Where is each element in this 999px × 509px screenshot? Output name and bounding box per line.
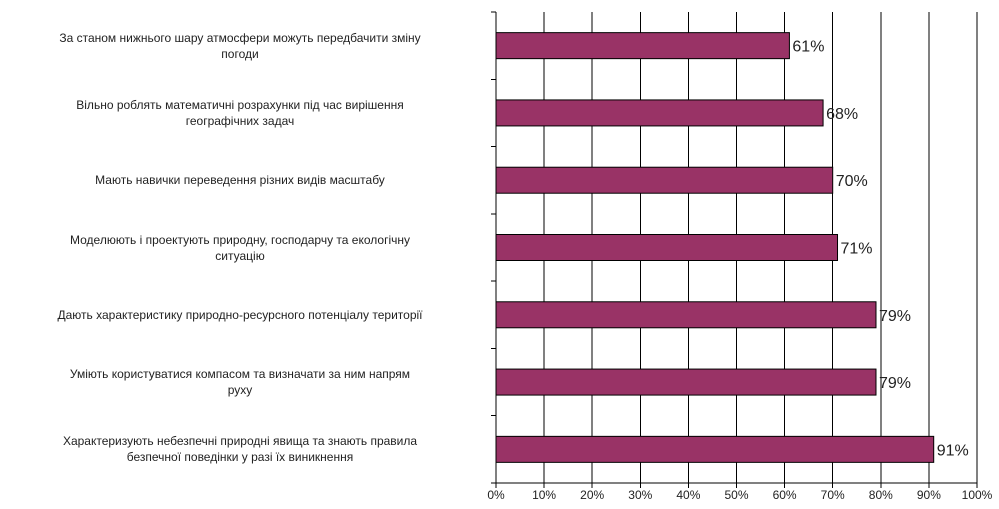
data-label: 68% bbox=[826, 106, 858, 123]
category-label: Уміють користуватися компасом та визнача… bbox=[0, 366, 480, 398]
category-label: Характеризують небезпечні природні явища… bbox=[0, 433, 480, 465]
x-tick-label: 0% bbox=[487, 488, 505, 502]
x-tick-label: 50% bbox=[724, 488, 748, 502]
category-label-line: руху bbox=[227, 383, 253, 398]
category-label-line: Вільно роблять математичні розрахунки пі… bbox=[76, 97, 404, 112]
x-tick-label: 70% bbox=[821, 488, 845, 502]
category-label-line: безпечної поведінки у разі їх виникнення bbox=[126, 450, 354, 465]
category-label-line: Моделюють і проектують природну, господа… bbox=[70, 232, 410, 247]
bar bbox=[495, 234, 839, 261]
category-label-line: Уміють користуватися компасом та визнача… bbox=[69, 367, 411, 382]
bar bbox=[495, 32, 790, 60]
data-label: 71% bbox=[841, 241, 873, 258]
category-label-line: географічних задач bbox=[185, 113, 295, 128]
x-tick-label: 20% bbox=[580, 488, 604, 502]
x-tick-label: 100% bbox=[962, 488, 993, 502]
category-label-line: За станом нижнього шару атмосфери можуть… bbox=[59, 30, 421, 45]
data-label: 79% bbox=[879, 375, 911, 392]
category-label: Вільно роблять математичні розрахунки пі… bbox=[0, 97, 480, 129]
data-label: 61% bbox=[792, 39, 824, 56]
category-label-line: ситуацію bbox=[215, 248, 265, 263]
x-tick-label: 40% bbox=[676, 488, 700, 502]
category-label: За станом нижнього шару атмосфери можуть… bbox=[0, 30, 480, 62]
x-tick-label: 90% bbox=[917, 488, 941, 502]
category-label: Дають характеристику природно-ресурсного… bbox=[0, 307, 480, 323]
bar bbox=[495, 166, 834, 194]
category-label: Мають навички переведення різних видів м… bbox=[0, 172, 480, 188]
x-tick-label: 10% bbox=[532, 488, 556, 502]
bar bbox=[495, 99, 824, 127]
bar bbox=[495, 435, 935, 463]
x-tick-label: 60% bbox=[773, 488, 797, 502]
bar bbox=[495, 301, 877, 329]
category-label-line: погоди bbox=[221, 46, 259, 61]
data-label: 70% bbox=[836, 173, 868, 190]
x-tick-label: 80% bbox=[869, 488, 893, 502]
data-label: 91% bbox=[937, 442, 969, 459]
category-label-line: Характеризують небезпечні природні явища… bbox=[62, 434, 418, 449]
data-label: 79% bbox=[879, 308, 911, 325]
x-tick-label: 30% bbox=[628, 488, 652, 502]
category-label: Моделюють і проектують природну, господа… bbox=[0, 232, 480, 264]
bar bbox=[495, 368, 877, 396]
category-label-line: Мають навички переведення різних видів м… bbox=[95, 173, 385, 188]
category-label-line: Дають характеристику природно-ресурсного… bbox=[57, 307, 423, 322]
